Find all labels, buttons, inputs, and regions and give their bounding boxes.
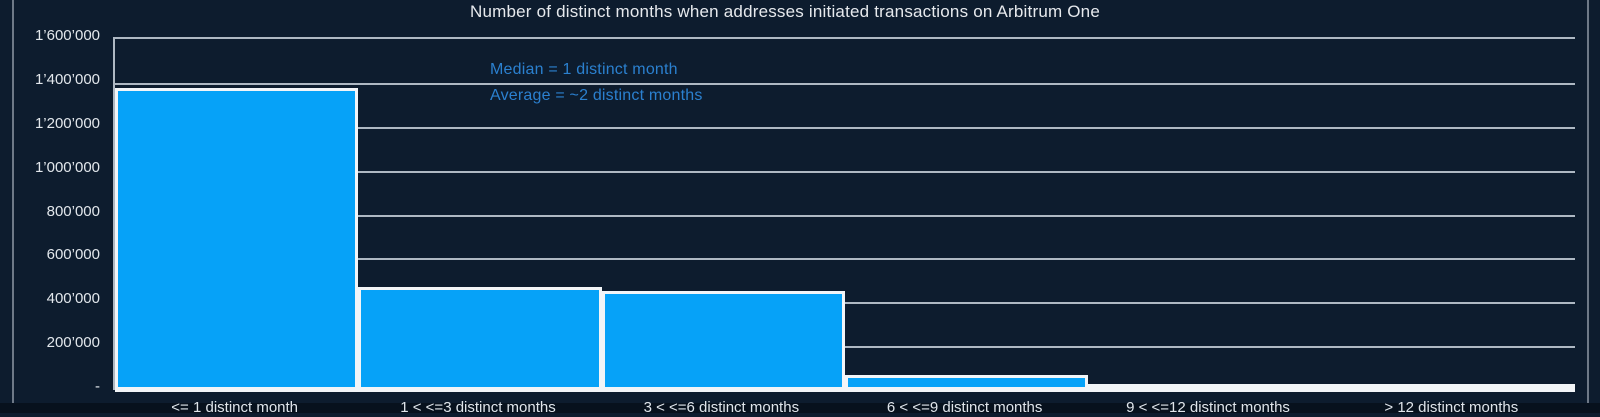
- median-annotation: Median = 1 distinct month: [490, 61, 678, 78]
- x-axis-category-label: 6 < <=9 distinct months: [886, 399, 1043, 416]
- y-axis-tick-label: 800’000: [46, 203, 100, 220]
- chart-title: Number of distinct months when addresses…: [470, 2, 1100, 21]
- gridline: [115, 258, 1575, 260]
- plot-area: [113, 37, 1575, 392]
- y-axis-tick-label: 600’000: [46, 246, 100, 263]
- y-axis-tick-label: -: [95, 378, 100, 395]
- gridline: [115, 215, 1575, 217]
- y-axis-tick-label: 1’600’000: [34, 27, 100, 44]
- bar[interactable]: [358, 287, 602, 390]
- x-axis-category-label: 1 < <=3 distinct months: [400, 399, 556, 416]
- bottom-edge-strip: [0, 403, 1600, 413]
- zero-baseline: [115, 388, 1575, 392]
- gridline: [115, 83, 1575, 85]
- y-axis-tick-label: 400’000: [46, 290, 100, 307]
- x-axis-category-label: 3 < <=6 distinct months: [643, 399, 800, 416]
- x-axis-category-label: 9 < <=12 distinct months: [1126, 399, 1290, 416]
- y-axis-tick-label: 1’200’000: [34, 115, 100, 132]
- panel-left-border: [12, 0, 14, 413]
- gridline: [115, 346, 1575, 348]
- gridline: [115, 302, 1575, 304]
- y-axis-tick-label: 1’400’000: [34, 71, 100, 88]
- bar[interactable]: [601, 291, 845, 390]
- panel-right-border: [1587, 0, 1589, 413]
- average-annotation: Average = ~2 distinct months: [490, 87, 703, 104]
- bar[interactable]: [115, 88, 359, 390]
- gridline: [115, 127, 1575, 129]
- y-axis-tick-label: 1’000’000: [34, 159, 100, 176]
- x-axis-category-label: > 12 distinct months: [1384, 399, 1519, 416]
- x-axis-category-label: <= 1 distinct month: [171, 399, 299, 416]
- y-axis-tick-label: 200’000: [46, 334, 100, 351]
- gridline: [115, 171, 1575, 173]
